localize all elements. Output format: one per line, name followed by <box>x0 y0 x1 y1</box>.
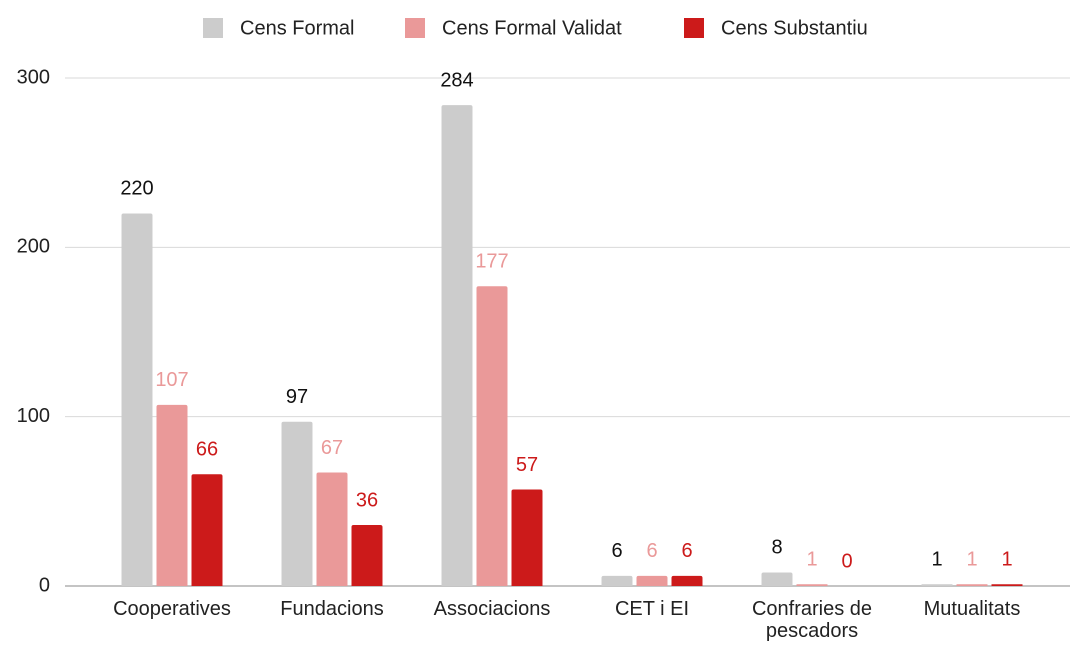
data-label: 0 <box>841 550 852 572</box>
data-label: 66 <box>196 439 218 461</box>
data-label: 67 <box>321 437 343 459</box>
bar <box>281 421 313 586</box>
data-label: 1 <box>806 549 817 571</box>
x-tick-label: Mutualitats <box>923 598 1021 620</box>
data-label: 8 <box>771 537 782 559</box>
legend-swatch <box>684 18 704 38</box>
x-tick-label: Cooperatives <box>113 598 231 620</box>
data-label: 177 <box>475 251 508 273</box>
data-label: 1 <box>966 549 977 571</box>
x-tick-label: CET i EI <box>614 598 690 620</box>
data-label: 6 <box>681 540 692 562</box>
bar <box>441 105 473 587</box>
y-tick-label: 100 <box>17 405 50 427</box>
bar <box>351 525 383 586</box>
legend-label: Cens Formal <box>240 17 354 39</box>
bar <box>191 474 223 586</box>
y-tick-label: 0 <box>39 574 50 596</box>
data-label: 220 <box>120 178 153 200</box>
data-label: 107 <box>155 369 188 391</box>
legend-swatch <box>405 18 425 38</box>
bar <box>921 584 953 586</box>
data-label: 97 <box>286 386 308 408</box>
data-label: 6 <box>646 540 657 562</box>
data-label: 1 <box>1001 549 1012 571</box>
bar <box>761 572 793 586</box>
bar <box>991 584 1023 586</box>
y-tick-label: 300 <box>17 66 50 88</box>
legend-label: Cens Substantiu <box>721 17 868 39</box>
bar <box>796 584 828 586</box>
y-tick-label: 200 <box>17 236 50 258</box>
bar <box>316 472 348 586</box>
bar <box>601 575 633 586</box>
bar <box>476 286 508 586</box>
data-label: 6 <box>611 540 622 562</box>
legend-label: Cens Formal Validat <box>442 17 622 39</box>
bar <box>636 575 668 586</box>
x-tick-label: Associacions <box>433 598 551 620</box>
data-label: 57 <box>516 454 538 476</box>
data-label: 1 <box>931 549 942 571</box>
data-label: 284 <box>440 69 473 91</box>
bar <box>156 404 188 586</box>
x-tick-label: Fundacions <box>280 598 384 620</box>
bar <box>511 489 543 586</box>
bar <box>956 584 988 586</box>
legend-swatch <box>203 18 223 38</box>
data-label: 36 <box>356 489 378 511</box>
bar <box>671 575 703 586</box>
bar <box>121 213 153 586</box>
x-tick-label: Confraries de pescadors <box>751 598 873 642</box>
